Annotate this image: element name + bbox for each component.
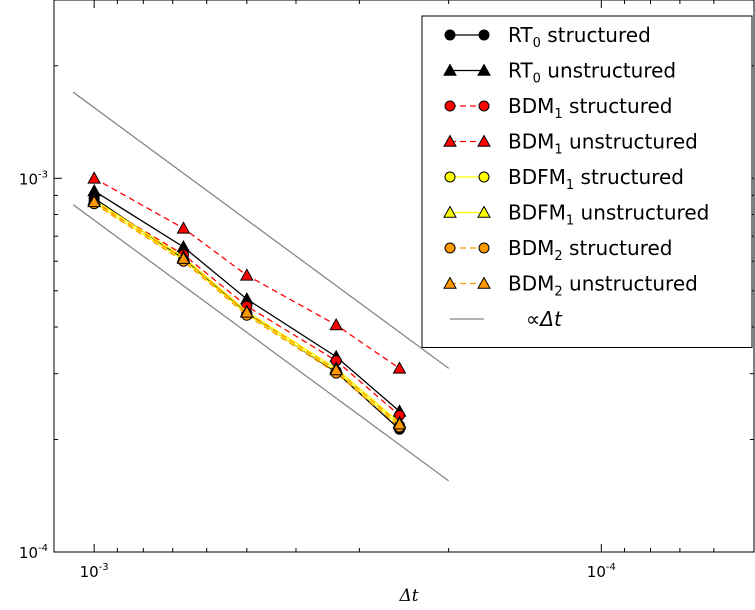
- series-4-point-5: [392, 361, 407, 374]
- reference-lines: [72, 91, 450, 482]
- series-8-point-2: [176, 251, 191, 264]
- legend-label-6: BDFM1 unstructured: [508, 201, 709, 229]
- y-tick-label-2: 10-4: [19, 543, 48, 562]
- series-4-point-2: [176, 221, 191, 234]
- legend-label-5: BDFM1 structured: [508, 165, 684, 193]
- legend-marker-left-4: [443, 134, 457, 147]
- series-4: [87, 171, 407, 374]
- x-axis-label: Δt: [398, 586, 418, 606]
- legend-entry-1: RT0 structured: [444, 23, 651, 51]
- series-4-point-1: [87, 171, 102, 184]
- legend-label-7: BDM2 structured: [508, 236, 673, 264]
- x-tick-label-1: 10-3: [80, 562, 109, 581]
- legend: RT0 structured RT0 unstructured BDM1 struc…: [421, 15, 753, 348]
- legend-entry-8: BDM2 unstructured: [443, 272, 698, 300]
- y-tick-label-1: 10-3: [19, 169, 48, 188]
- legend-marker-right-3: [478, 100, 490, 112]
- reference-line-1: [72, 91, 450, 369]
- legend-marker-left-1: [444, 29, 456, 41]
- legend-box: [421, 15, 753, 348]
- legend-entry-4: BDM1 unstructured: [443, 130, 698, 158]
- series-4-point-3: [239, 268, 254, 281]
- legend-reference-label: ∝Δt: [526, 307, 563, 331]
- legend-marker-left-8: [443, 276, 457, 289]
- legend-label-3: BDM1 structured: [508, 94, 673, 122]
- series-7-line: [93, 203, 400, 428]
- legend-marker-right-5: [478, 171, 490, 183]
- legend-marker-right-7: [478, 242, 490, 254]
- legend-label-4: BDM1 unstructured: [508, 130, 698, 158]
- legend-entry-5: BDFM1 structured: [444, 165, 684, 193]
- series-8: [87, 194, 407, 430]
- series-8-point-3: [239, 305, 254, 318]
- legend-label-1: RT0 structured: [508, 23, 651, 51]
- legend-entry-reference: ∝Δt: [450, 307, 563, 331]
- legend-marker-left-6: [443, 205, 457, 218]
- legend-marker-left-7: [444, 242, 456, 254]
- legend-marker-right-2: [477, 63, 491, 76]
- reference-line-2: [72, 204, 450, 482]
- series-8-point-1: [87, 194, 102, 208]
- legend-marker-right-1: [478, 29, 490, 41]
- legend-label-8: BDM2 unstructured: [508, 272, 698, 300]
- legend-marker-left-5: [444, 171, 456, 183]
- legend-entry-2: RT0 unstructured: [443, 59, 676, 87]
- legend-marker-right-8: [477, 276, 491, 289]
- legend-marker-left-3: [444, 100, 456, 112]
- legend-marker-right-6: [477, 205, 491, 218]
- legend-entry-6: BDFM1 unstructured: [443, 201, 709, 229]
- legend-entry-7: BDM2 structured: [444, 236, 673, 264]
- legend-marker-right-4: [477, 134, 491, 147]
- legend-entry-3: BDM1 structured: [444, 94, 673, 122]
- x-tick-label-2: 10-4: [587, 562, 616, 581]
- series-8-point-4: [329, 362, 344, 376]
- series-8-point-5: [392, 417, 407, 430]
- series-layer: [87, 171, 407, 435]
- axes: 10-3 10-4 10-3 10-4: [19, 0, 754, 581]
- legend-label-2: RT0 unstructured: [508, 59, 676, 87]
- series-4-point-4: [329, 317, 344, 331]
- series-8-line: [93, 201, 400, 425]
- legend-marker-left-2: [443, 63, 457, 76]
